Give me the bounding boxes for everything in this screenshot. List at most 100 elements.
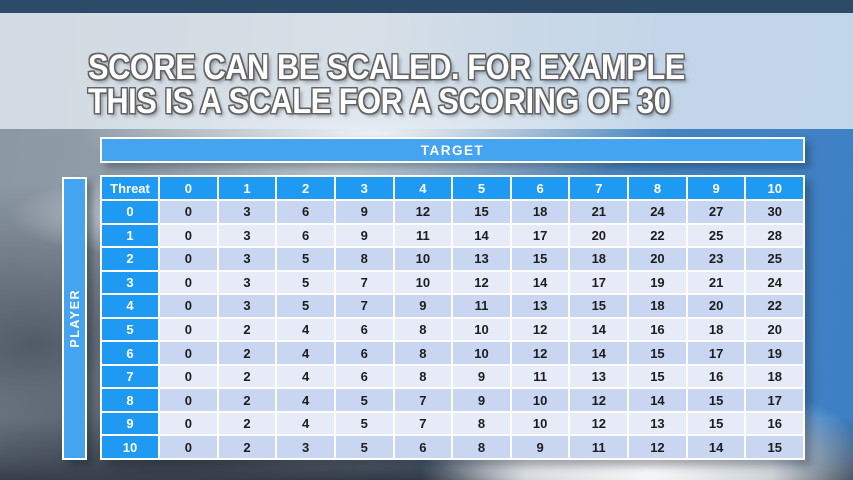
matrix-cell: 12 [629,436,688,459]
matrix-cell: 6 [277,201,336,223]
matrix-cell: 6 [394,436,454,459]
matrix-cell: 13 [453,248,512,270]
matrix-cell: 8 [394,365,454,388]
matrix-cell: 27 [687,201,747,223]
matrix-cell: 15 [511,248,571,270]
matrix-cell: 8 [453,436,512,459]
table-row: 4 0 3 5 7 9 11 13 15 18 20 22 [102,295,804,319]
matrix-cell: 20 [570,224,630,247]
matrix-cell: 0 [160,365,219,388]
matrix-cell: 14 [570,342,630,364]
matrix-cell: 7 [394,412,454,435]
table-row: 10 0 2 3 5 6 8 9 11 12 14 15 [102,436,804,459]
matrix-cell: 3 [218,271,278,294]
matrix-cell: 20 [746,318,804,341]
matrix-cell: 16 [746,412,804,435]
matrix-cell: 18 [746,365,804,388]
matrix-cell: 17 [687,342,747,364]
table-row: 6 0 2 4 6 8 10 12 14 15 17 19 [102,342,804,366]
row-header-cell: 3 [102,271,160,294]
column-header-cell: 3 [335,177,395,199]
matrix-cell: 15 [629,342,688,364]
matrix-cell: 6 [335,365,395,388]
matrix-cell: 14 [570,318,630,341]
matrix-cell: 0 [160,318,219,341]
matrix-cell: 9 [453,365,512,388]
matrix-cell: 6 [335,342,395,364]
matrix-cell: 19 [629,271,688,294]
score-table: Threat 0 1 2 3 4 5 6 7 8 9 10 0 0 3 6 9 12 15 18 21 24 27 30 1… [100,175,805,460]
matrix-cell: 0 [160,436,219,459]
matrix-cell: 28 [746,224,804,247]
table-row: 5 0 2 4 6 8 10 12 14 16 18 20 [102,318,804,343]
matrix-cell: 13 [511,295,571,317]
player-label-text: PLAYER [67,289,82,348]
matrix-cell: 18 [687,318,747,341]
matrix-cell: 10 [394,248,454,270]
top-sky-strip [0,0,853,13]
matrix-cell: 4 [277,318,336,341]
matrix-cell: 10 [453,342,512,364]
matrix-cell: 0 [160,271,219,294]
table-row: 3 0 3 5 7 10 12 14 17 19 21 24 [102,271,804,296]
matrix-cell: 15 [746,436,804,459]
matrix-cell: 8 [394,318,454,341]
matrix-cell: 15 [629,365,688,388]
slide-title-line1: SCORE CAN BE SCALED. FOR EXAMPLE [88,48,685,87]
column-header-cell: 1 [218,177,278,199]
matrix-cell: 3 [218,201,278,223]
matrix-cell: 10 [453,318,512,341]
matrix-cell: 12 [394,201,454,223]
matrix-cell: 0 [160,201,219,223]
matrix-cell: 4 [277,412,336,435]
matrix-cell: 8 [453,412,512,435]
matrix-cell: 5 [335,436,395,459]
target-axis-label: TARGET [100,137,805,163]
matrix-cell: 21 [570,201,630,223]
matrix-cell: 22 [746,295,804,317]
matrix-cell: 9 [453,389,512,411]
matrix-cell: 4 [277,342,336,364]
slide-title-line2: THIS IS A SCALE FOR A SCORING OF 30 [88,82,671,121]
title-band: SCORE CAN BE SCALED. FOR EXAMPLE THIS IS… [0,13,853,129]
matrix-cell: 8 [335,248,395,270]
matrix-cell: 12 [511,342,571,364]
matrix-cell: 0 [160,412,219,435]
matrix-cell: 15 [570,295,630,317]
matrix-cell: 4 [277,389,336,411]
column-header-cell: 8 [629,177,688,199]
column-header-cell: 2 [277,177,336,199]
column-header-cell: 7 [570,177,630,199]
slide-title: SCORE CAN BE SCALED. FOR EXAMPLE THIS IS… [88,48,685,121]
table-row: 9 0 2 4 5 7 8 10 12 13 15 16 [102,412,804,437]
table-row: 2 0 3 5 8 10 13 15 18 20 23 25 [102,248,804,272]
matrix-cell: 2 [218,365,278,388]
matrix-cell: 5 [277,248,336,270]
corner-header-cell: Threat [102,177,160,199]
matrix-cell: 16 [629,318,688,341]
matrix-cell: 11 [511,365,571,388]
matrix-cell: 9 [394,295,454,317]
matrix-cell: 5 [277,271,336,294]
player-axis-label: PLAYER [62,177,87,460]
matrix-cell: 2 [218,436,278,459]
row-header-cell: 0 [102,201,160,223]
matrix-cell: 19 [746,342,804,364]
matrix-cell: 12 [453,271,512,294]
matrix-cell: 14 [629,389,688,411]
matrix-cell: 8 [394,342,454,364]
matrix-cell: 0 [160,224,219,247]
column-header-cell: 10 [746,177,804,199]
table-row: 0 0 3 6 9 12 15 18 21 24 27 30 [102,201,804,225]
matrix-cell: 9 [335,201,395,223]
matrix-cell: 6 [335,318,395,341]
matrix-cell: 9 [335,224,395,247]
matrix-cell: 3 [277,436,336,459]
matrix-cell: 5 [335,412,395,435]
matrix-cell: 10 [511,412,571,435]
row-header-cell: 4 [102,295,160,317]
matrix-cell: 24 [746,271,804,294]
matrix-cell: 5 [335,389,395,411]
column-header-cell: 6 [511,177,571,199]
